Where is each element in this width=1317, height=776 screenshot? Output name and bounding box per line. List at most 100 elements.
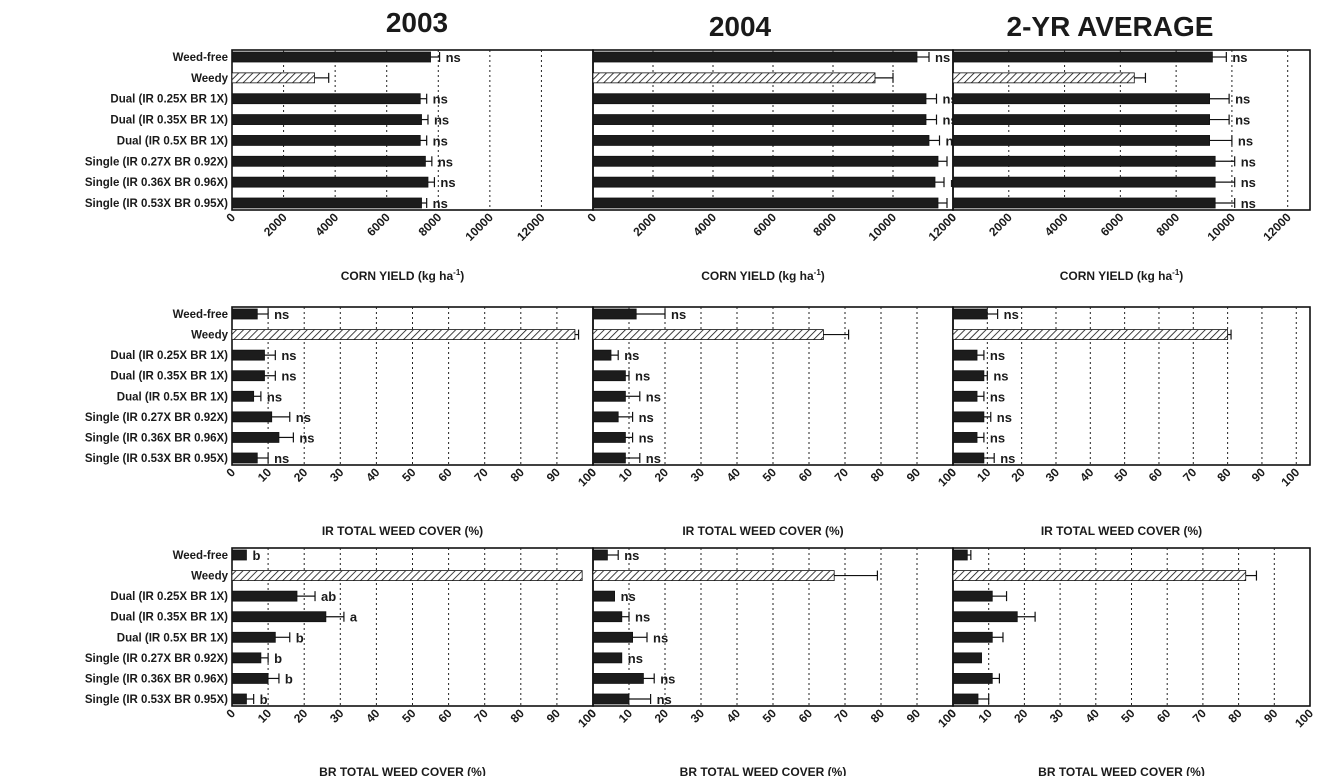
- significance-label-single-ir-0-27x-br-0-92x: ns: [639, 410, 654, 425]
- tick-label-12000: 12000: [926, 210, 960, 244]
- category-label-single-ir-0-53x-br-0-95x: Single (IR 0.53X BR 0.95X): [85, 453, 228, 465]
- significance-label-single-ir-0-53x-br-0-95x: ns: [1000, 451, 1015, 466]
- tick-label-6000: 6000: [364, 210, 393, 239]
- bar-dual-ir-0-35x-br-1x: [592, 611, 623, 623]
- bar-weedy: [592, 329, 824, 340]
- tick-label-20: 20: [1008, 465, 1028, 485]
- bar-dual-ir-0-35x-br-1x: [952, 370, 985, 382]
- tick-label-70: 70: [471, 706, 491, 726]
- tick-label-8000: 8000: [1153, 210, 1182, 239]
- tick-label-12000: 12000: [1260, 210, 1294, 244]
- tick-label-80: 80: [1225, 706, 1245, 726]
- bar-single-ir-0-36x-br-0-96x: [952, 176, 1216, 188]
- category-label-weedy: Weedy: [191, 330, 228, 342]
- tick-label-100: 100: [1278, 465, 1302, 489]
- x-axis-label: BR TOTAL WEED COVER (%): [319, 765, 486, 776]
- tick-label-20: 20: [652, 465, 672, 485]
- significance-label-single-ir-0-27x-br-0-92x: ns: [628, 651, 643, 666]
- tick-label-80: 80: [868, 465, 888, 485]
- category-label-dual-ir-0-35x-br-1x: Dual (IR 0.35X BR 1X): [110, 115, 228, 127]
- category-label-single-ir-0-27x-br-0-92x: Single (IR 0.27X BR 0.92X): [85, 412, 228, 424]
- significance-label-dual-ir-0-25x-br-1x: ns: [624, 348, 639, 363]
- tick-label-50: 50: [399, 465, 419, 485]
- tick-label-2000: 2000: [261, 210, 290, 239]
- bar-weedy: [952, 329, 1229, 340]
- tick-label-8000: 8000: [416, 210, 445, 239]
- significance-label-single-ir-0-27x-br-0-92x: ns: [1241, 154, 1256, 169]
- bar-dual-ir-0-5x-br-1x: [952, 135, 1210, 146]
- significance-label-dual-ir-0-35x-br-1x: ns: [993, 369, 1008, 384]
- tick-label-12000: 12000: [514, 210, 548, 244]
- tick-label-10000: 10000: [1205, 210, 1239, 244]
- tick-label-40: 40: [1077, 465, 1097, 485]
- bar-weedy: [592, 72, 876, 84]
- tick-label-80: 80: [868, 706, 888, 726]
- tick-label-50: 50: [760, 465, 780, 485]
- bar-single-ir-0-36x-br-0-96x: [592, 176, 936, 188]
- panel-1-0: 0 10 20 30 40 50 60 70 80 90 100nsWeed-freeWeedyns…: [85, 306, 599, 538]
- tick-label-4000: 4000: [312, 210, 341, 239]
- bar-single-ir-0-27x-br-0-92x: [592, 155, 939, 167]
- bar-weed-free: [592, 51, 918, 63]
- significance-label-single-ir-0-36x-br-0-96x: ns: [440, 175, 455, 190]
- significance-label-single-ir-0-53x-br-0-95x: ns: [657, 692, 672, 707]
- tick-label-60: 60: [796, 706, 816, 726]
- significance-label-weed-free: ns: [624, 548, 639, 563]
- significance-label-dual-ir-0-25x-br-1x: ns: [433, 92, 448, 107]
- category-label-dual-ir-0-5x-br-1x: Dual (IR 0.5X BR 1X): [117, 391, 228, 403]
- bar-single-ir-0-53x-br-0-95x: [952, 693, 979, 705]
- panel-0-0: 0 2000 4000 6000 8000 10000 12000 ns Weed-free We…: [85, 49, 594, 283]
- bar-weed-free: [952, 51, 1213, 63]
- column-title-2004: 2004: [709, 11, 772, 42]
- tick-label-30: 30: [327, 465, 347, 485]
- bar-single-ir-0-36x-br-0-96x: [952, 432, 978, 443]
- significance-label-single-ir-0-27x-br-0-92x: b: [274, 651, 282, 666]
- bar-dual-ir-0-5x-br-1x: [231, 631, 276, 643]
- bar-dual-ir-0-5x-br-1x: [592, 631, 633, 643]
- significance-label-dual-ir-0-35x-br-1x: ns: [281, 369, 296, 384]
- significance-label-dual-ir-0-5x-br-1x: ns: [433, 133, 448, 148]
- bar-weed-free: [592, 549, 608, 561]
- bar-dual-ir-0-5x-br-1x: [952, 631, 993, 643]
- bar-weed-free: [231, 308, 258, 320]
- bar-single-ir-0-53x-br-0-95x: [592, 693, 630, 705]
- significance-label-dual-ir-0-25x-br-1x: ab: [321, 589, 336, 604]
- tick-label-90: 90: [904, 706, 924, 726]
- significance-label-weed-free: ns: [935, 50, 950, 65]
- bar-weedy: [952, 570, 1247, 581]
- bar-single-ir-0-27x-br-0-92x: [231, 411, 273, 423]
- bar-dual-ir-0-35x-br-1x: [952, 114, 1210, 125]
- bar-single-ir-0-53x-br-0-95x: [952, 452, 985, 464]
- significance-label-dual-ir-0-35x-br-1x: ns: [635, 610, 650, 625]
- category-label-dual-ir-0-5x-br-1x: Dual (IR 0.5X BR 1X): [117, 135, 228, 147]
- bar-dual-ir-0-5x-br-1x: [952, 390, 978, 402]
- tick-label-60: 60: [796, 465, 816, 485]
- tick-label-40: 40: [363, 706, 383, 726]
- tick-label-6000: 6000: [1098, 210, 1127, 239]
- x-axis-label: IR TOTAL WEED COVER (%): [682, 524, 843, 538]
- bar-single-ir-0-36x-br-0-96x: [592, 673, 644, 684]
- tick-label-60: 60: [1146, 465, 1166, 485]
- tick-label-20: 20: [1011, 706, 1031, 726]
- bar-dual-ir-0-35x-br-1x: [231, 370, 265, 382]
- tick-label-50: 50: [1111, 465, 1131, 485]
- bar-dual-ir-0-5x-br-1x: [592, 390, 626, 402]
- tick-label-70: 70: [471, 465, 491, 485]
- bar-dual-ir-0-25x-br-1x: [592, 590, 616, 602]
- tick-label-90: 90: [1249, 465, 1269, 485]
- bar-dual-ir-0-35x-br-1x: [592, 370, 626, 382]
- bar-single-ir-0-36x-br-0-96x: [231, 673, 269, 684]
- significance-label-weed-free: ns: [1004, 307, 1019, 322]
- bar-dual-ir-0-25x-br-1x: [231, 93, 421, 105]
- tick-label-20: 20: [291, 706, 311, 726]
- significance-label-single-ir-0-36x-br-0-96x: ns: [990, 430, 1005, 445]
- significance-label-single-ir-0-36x-br-0-96x: b: [285, 671, 293, 686]
- bar-weedy: [592, 570, 835, 581]
- tick-label-80: 80: [1214, 465, 1234, 485]
- tick-label-10: 10: [255, 706, 275, 726]
- bar-single-ir-0-53x-br-0-95x: [952, 197, 1216, 209]
- bar-single-ir-0-27x-br-0-92x: [231, 155, 426, 167]
